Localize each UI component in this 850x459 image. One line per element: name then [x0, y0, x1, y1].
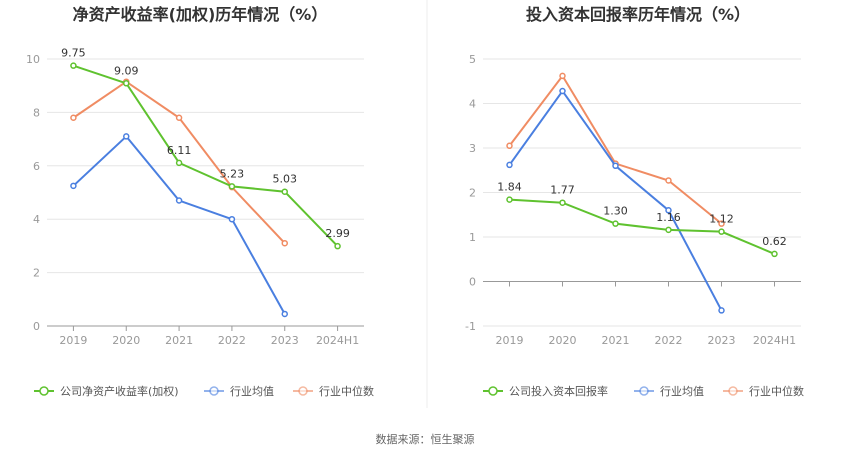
data-label: 5.23 — [220, 167, 245, 180]
y-tick-label: 5 — [469, 53, 476, 66]
legend-swatch-marker — [209, 386, 219, 396]
data-point-avg — [612, 162, 619, 170]
data-point-company — [771, 250, 778, 258]
data-point-avg — [506, 161, 513, 169]
series-line-company — [73, 64, 339, 247]
x-tick-label: 2019 — [496, 334, 524, 347]
data-point-avg — [175, 197, 183, 204]
y-tick-label: 1 — [469, 231, 476, 244]
data-point-company — [70, 62, 77, 69]
data-label: 0.62 — [762, 235, 787, 248]
y-tick-label: 4 — [33, 213, 40, 226]
legend-label: 行业均值 — [230, 385, 274, 398]
data-point-avg — [281, 310, 288, 318]
roic-chart-title: 投入资本回报率历年情况（%） — [526, 5, 750, 24]
legend-swatch-marker — [488, 386, 498, 396]
data-point-company — [559, 199, 566, 206]
roic-chart: 投入资本回报率历年情况（%） -1 0 1 2 3 4 5 2019 2020 2021 2022 2… — [465, 5, 804, 398]
data-label: 1.12 — [709, 213, 734, 226]
data-point-company — [175, 159, 183, 167]
data-label: 9.09 — [114, 64, 139, 77]
data-label: 6.11 — [167, 144, 192, 157]
x-tick-label: 2019 — [59, 334, 87, 347]
data-label: 5.03 — [273, 173, 298, 186]
x-tick-label: 2021 — [602, 334, 630, 347]
data-label: 1.30 — [603, 205, 628, 218]
legend-label: 行业中位数 — [749, 384, 804, 398]
data-point-median — [506, 142, 513, 150]
data-point-median — [559, 72, 566, 80]
data-point-company — [334, 242, 341, 250]
legend-swatch-marker — [298, 386, 308, 396]
data-point-median — [175, 114, 183, 121]
data-point-median — [718, 220, 725, 227]
x-tick-label: 2020 — [549, 334, 577, 347]
y-tick-label: 8 — [33, 106, 40, 119]
y-tick-label: 0 — [33, 320, 40, 333]
x-tick-label: 2023 — [708, 334, 736, 347]
x-tick-label: 2023 — [271, 334, 299, 347]
data-point-avg — [228, 215, 236, 223]
data-point-median — [70, 114, 77, 121]
legend-swatch-marker — [728, 386, 738, 396]
y-tick-label: 2 — [469, 187, 476, 200]
data-point-avg — [123, 133, 130, 140]
y-tick-label: 6 — [33, 160, 40, 173]
source-note: 数据来源：恒生聚源 — [376, 432, 475, 446]
data-point-company — [506, 196, 513, 203]
data-point-company — [665, 226, 672, 234]
data-point-avg — [665, 207, 672, 214]
x-tick-label: 2022 — [218, 334, 246, 347]
data-point-avg — [559, 87, 566, 95]
data-label: 9.75 — [61, 47, 86, 60]
data-point-company — [281, 188, 288, 195]
data-point-company — [123, 80, 130, 87]
x-tick-label: 2022 — [655, 334, 683, 347]
roe-chart: 净资产收益率(加权)历年情况（%） 0 2 4 6 8 10 2019 2020 2021 202… — [26, 5, 374, 398]
y-tick-label: 3 — [469, 142, 476, 155]
legend-label: 行业均值 — [660, 385, 704, 398]
y-tick-label: 0 — [469, 276, 476, 289]
data-point-company — [718, 228, 725, 235]
x-tick-label: 2024H1 — [316, 334, 359, 347]
y-tick-label: 2 — [33, 267, 40, 280]
x-tick-label: 2024H1 — [753, 334, 796, 347]
data-point-median — [281, 239, 288, 247]
data-point-company — [228, 183, 236, 190]
data-point-median — [665, 177, 672, 184]
legend-label: 公司投入资本回报率 — [509, 384, 608, 398]
legend-label: 公司净资产收益率(加权) — [60, 384, 179, 398]
legend-label: 行业中位数 — [319, 384, 374, 398]
data-label: 1.16 — [656, 211, 681, 224]
data-label: 1.77 — [550, 184, 575, 197]
data-point-avg — [70, 182, 77, 190]
data-label: 1.84 — [497, 181, 522, 194]
data-point-avg — [718, 307, 725, 314]
y-tick-label: 10 — [26, 53, 40, 66]
y-tick-label: 4 — [469, 98, 476, 111]
legend-swatch-marker — [639, 386, 649, 396]
data-point-company — [612, 220, 619, 227]
x-tick-label: 2020 — [112, 334, 140, 347]
x-tick-label: 2021 — [165, 334, 193, 347]
legend-swatch-marker — [39, 386, 49, 396]
data-label: 2.99 — [325, 227, 350, 240]
y-tick-label: -1 — [465, 320, 476, 333]
series-line-company — [509, 198, 775, 255]
roe-chart-title: 净资产收益率(加权)历年情况（%） — [73, 5, 328, 24]
